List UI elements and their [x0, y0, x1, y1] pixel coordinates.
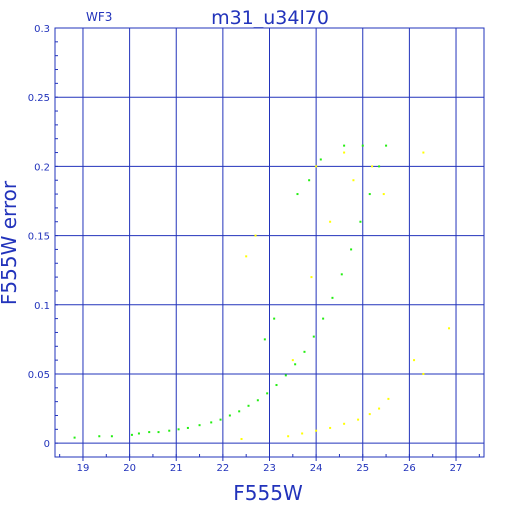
data-point [177, 428, 180, 431]
x-tick-label: 22 [217, 463, 230, 474]
x-axis-title: F555W [233, 481, 303, 505]
data-point [157, 431, 160, 434]
data-point [368, 413, 371, 416]
data-point [340, 273, 343, 276]
data-point [382, 193, 385, 196]
data-point [352, 179, 355, 182]
data-point [245, 255, 248, 258]
data-point [343, 144, 346, 147]
data-point [301, 432, 304, 435]
data-point [210, 421, 213, 424]
y-tick-label: 0.2 [34, 162, 50, 173]
data-point [350, 248, 353, 251]
data-point [329, 426, 332, 429]
data-point [308, 179, 311, 182]
data-point [294, 363, 297, 366]
data-point [413, 359, 416, 362]
data-point [247, 404, 250, 407]
x-tick-label: 21 [170, 463, 183, 474]
tick-labels: 19 20 21 22 23 24 25 26 27 0 0.05 0.1 0.15 0.2 0.25 0.3 [28, 24, 480, 474]
data-point [238, 410, 241, 413]
x-tick-label: 24 [310, 463, 323, 474]
y-tick-label: 0.25 [28, 93, 50, 104]
data-point [361, 144, 364, 147]
data-point [322, 317, 325, 320]
y-tick-label: 0.05 [28, 370, 50, 381]
data-point [310, 276, 313, 279]
data-point [368, 193, 371, 196]
data-point [422, 372, 425, 375]
data-point [273, 317, 276, 320]
data-points [73, 144, 451, 441]
data-point [148, 431, 151, 434]
data-point [315, 429, 318, 432]
x-tick-label: 25 [356, 463, 369, 474]
data-point [303, 350, 306, 353]
y-tick-label: 0.3 [34, 24, 50, 35]
data-point [137, 432, 140, 435]
data-point [319, 158, 322, 161]
data-point [287, 435, 290, 438]
data-point [130, 433, 133, 436]
data-point [357, 418, 360, 421]
data-point [312, 335, 315, 338]
data-point [359, 220, 362, 223]
data-point [378, 165, 381, 168]
data-point [263, 338, 266, 341]
data-point [378, 407, 381, 410]
data-point [422, 151, 425, 154]
y-tick-label: 0 [44, 439, 50, 450]
data-point [371, 165, 374, 168]
data-point [240, 438, 243, 441]
data-point [291, 359, 294, 362]
data-point [284, 374, 287, 377]
data-point [98, 435, 101, 438]
data-point [448, 327, 451, 330]
x-tick-label: 27 [450, 463, 463, 474]
data-point [168, 429, 171, 432]
data-point [296, 193, 299, 196]
data-point [331, 296, 334, 299]
data-point [73, 436, 76, 439]
chip-label: WF3 [86, 10, 112, 24]
y-tick-label: 0.1 [34, 301, 50, 312]
grid [55, 27, 484, 457]
data-point [343, 422, 346, 425]
data-point [110, 435, 113, 438]
data-point [254, 234, 257, 237]
x-tick-label: 26 [403, 463, 416, 474]
data-point [329, 220, 332, 223]
data-point [275, 384, 278, 387]
y-tick-label: 0.15 [28, 232, 50, 243]
x-tick-label: 20 [123, 463, 136, 474]
data-point [315, 165, 318, 168]
data-point [385, 144, 388, 147]
data-point [219, 418, 222, 421]
data-point [266, 392, 269, 395]
chart-title: m31_u34l70 [211, 7, 329, 29]
data-point [387, 397, 390, 400]
data-point [228, 414, 231, 417]
data-point [198, 424, 201, 427]
x-tick-label: 23 [263, 463, 276, 474]
data-point [186, 426, 189, 429]
data-point [256, 399, 259, 402]
y-axis-title: F555W error [0, 180, 21, 305]
data-point [343, 151, 346, 154]
x-tick-label: 19 [77, 463, 90, 474]
